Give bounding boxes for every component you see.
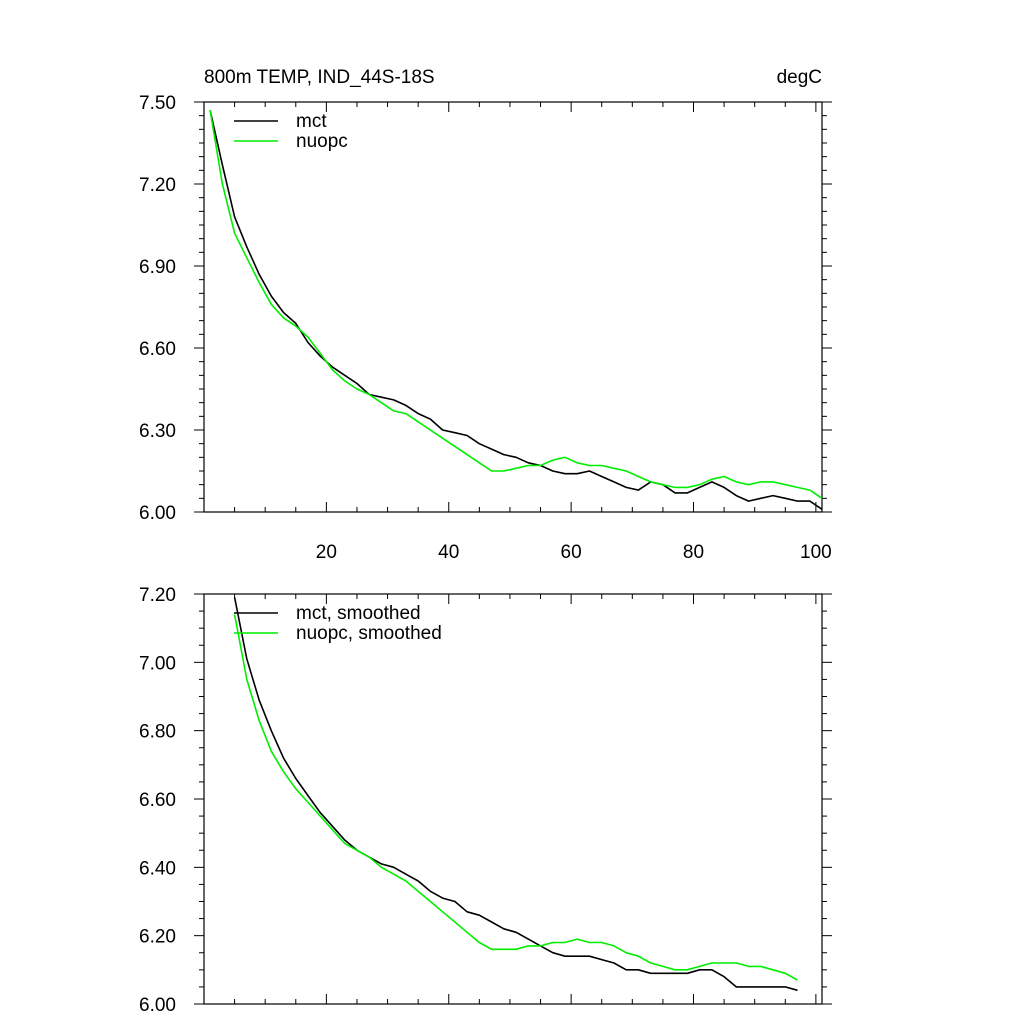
x-tick-label: 60 bbox=[561, 542, 582, 563]
figure-title: 800m TEMP, IND_44S-18S bbox=[204, 67, 435, 88]
y-tick-label: 6.30 bbox=[139, 421, 176, 442]
series-line-nuopc bbox=[209, 110, 823, 499]
plot-frame bbox=[203, 101, 823, 513]
y-tick-label: 6.90 bbox=[139, 257, 176, 278]
y-tick-label: 7.20 bbox=[139, 585, 176, 606]
y-tick-label: 6.00 bbox=[139, 995, 176, 1016]
series-line-nuopc-smoothed bbox=[233, 614, 798, 981]
plot-frame bbox=[203, 593, 823, 1005]
bottom-panel: 6.00 6.20 6.40 6.60 6.80 7.00 7.20 mct, smoothe… bbox=[139, 585, 832, 1016]
units-label: degC bbox=[777, 67, 822, 88]
x-tick-label: 40 bbox=[438, 542, 459, 563]
legend-label: mct bbox=[296, 111, 327, 132]
x-tick-label: 20 bbox=[316, 542, 337, 563]
y-tick-label: 6.60 bbox=[139, 339, 176, 360]
series-line-mct bbox=[209, 110, 823, 510]
x-tick-label: 80 bbox=[683, 542, 704, 563]
y-tick-label: 6.00 bbox=[139, 503, 176, 524]
legend-label: nuopc bbox=[296, 131, 348, 152]
legend-label: mct, smoothed bbox=[296, 603, 421, 624]
y-tick-label: 6.20 bbox=[139, 927, 176, 948]
y-tick-label: 6.80 bbox=[139, 722, 176, 743]
series-line-mct-smoothed bbox=[233, 597, 798, 992]
y-tick-label: 7.00 bbox=[139, 653, 176, 674]
y-tick-label: 7.50 bbox=[139, 93, 176, 114]
top-panel: 20 40 60 80 100 6.00 6.30 6.60 6.90 7.20 7.50 mctnu… bbox=[139, 93, 832, 563]
y-tick-label: 7.20 bbox=[139, 175, 176, 196]
x-tick-label: 100 bbox=[800, 542, 832, 563]
legend-label: nuopc, smoothed bbox=[296, 623, 442, 644]
y-tick-label: 6.60 bbox=[139, 790, 176, 811]
y-tick-label: 6.40 bbox=[139, 858, 176, 879]
